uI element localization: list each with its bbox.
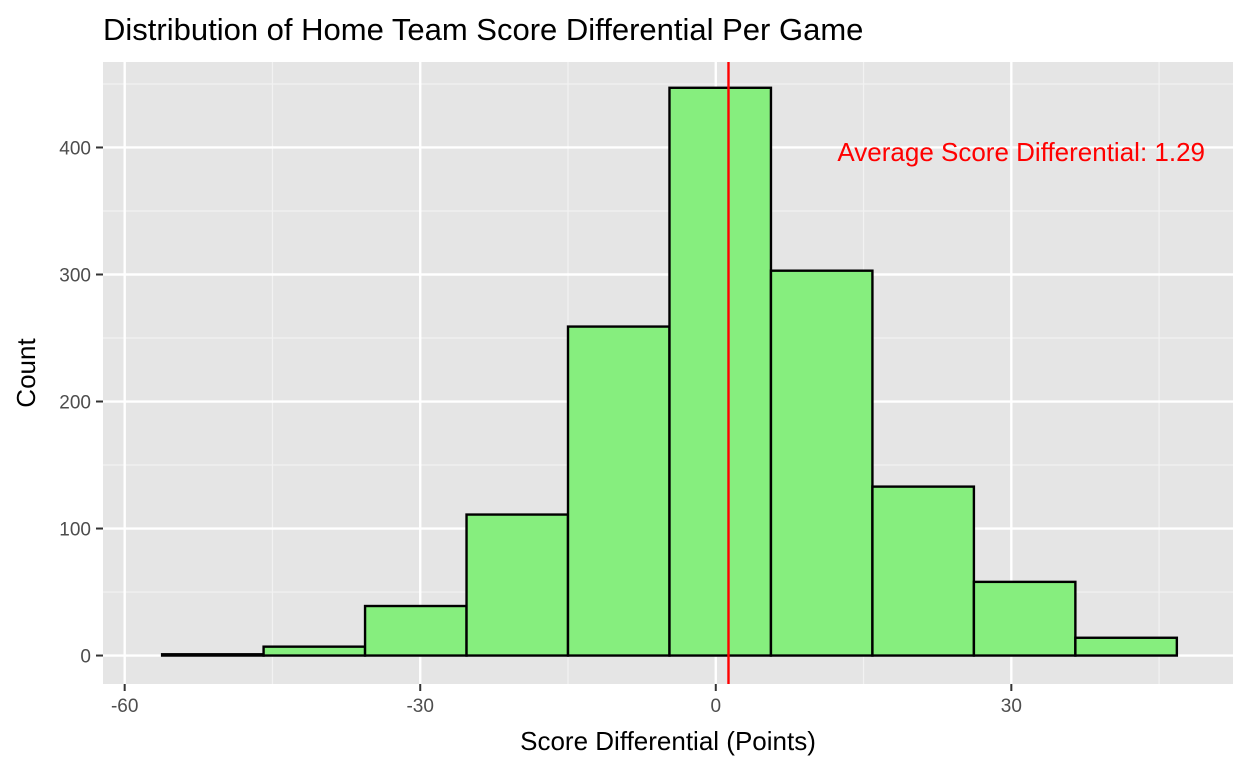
y-tick-label: 400 [59,138,91,159]
average-annotation: Average Score Differential: 1.29 [837,137,1205,167]
histogram-bar [363,604,468,657]
histogram-bar [262,645,367,657]
histogram-bar [972,580,1077,657]
histogram-bar [769,269,874,657]
x-tick-label: -30 [406,696,433,717]
x-tick-label: 0 [710,696,721,717]
histogram-bar [465,513,570,657]
y-tick-label: 200 [59,393,91,414]
y-tick-label: 300 [59,265,91,286]
y-tick-label: 100 [59,520,91,541]
histogram-bars [160,86,1179,657]
x-axis-title: Score Differential (Points) [520,726,816,756]
x-tick-label: 30 [1001,696,1022,717]
histogram-bar [668,86,773,657]
x-tick-label: -60 [111,696,138,717]
histogram-bar [160,653,265,657]
y-tick-label: 0 [80,647,91,668]
y-axis-title: Count [11,338,41,408]
chart-title: Distribution of Home Team Score Differen… [103,12,863,47]
histogram-bar [871,485,976,657]
histogram-bar [1074,636,1179,657]
histogram-bar [566,325,671,657]
